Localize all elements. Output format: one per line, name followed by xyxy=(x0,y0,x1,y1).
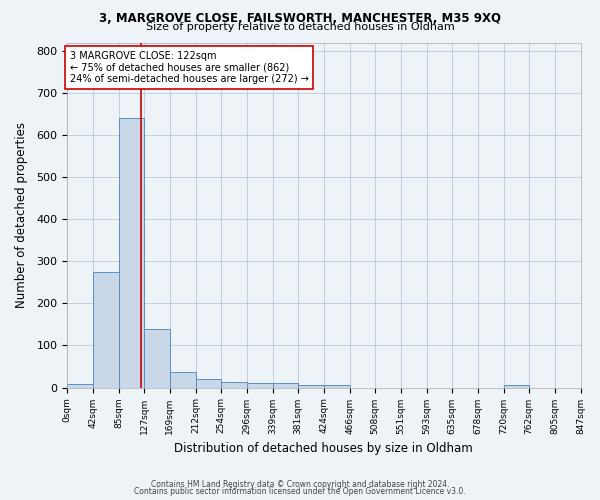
Bar xyxy=(144,328,170,388)
Bar xyxy=(92,272,119,388)
Bar xyxy=(196,379,221,388)
X-axis label: Distribution of detached houses by size in Oldham: Distribution of detached houses by size … xyxy=(175,442,473,455)
Text: Size of property relative to detached houses in Oldham: Size of property relative to detached ho… xyxy=(146,22,454,32)
Text: Contains public sector information licensed under the Open Government Licence v3: Contains public sector information licen… xyxy=(134,487,466,496)
Text: 3 MARGROVE CLOSE: 122sqm
← 75% of detached houses are smaller (862)
24% of semi-: 3 MARGROVE CLOSE: 122sqm ← 75% of detach… xyxy=(70,51,308,84)
Text: Contains HM Land Registry data © Crown copyright and database right 2024.: Contains HM Land Registry data © Crown c… xyxy=(151,480,449,489)
Bar xyxy=(324,385,350,388)
Text: 3, MARGROVE CLOSE, FAILSWORTH, MANCHESTER, M35 9XQ: 3, MARGROVE CLOSE, FAILSWORTH, MANCHESTE… xyxy=(99,12,501,26)
Bar xyxy=(272,384,298,388)
Bar xyxy=(503,385,529,388)
Bar xyxy=(298,385,324,388)
Bar xyxy=(170,372,196,388)
Bar xyxy=(221,382,247,388)
Bar xyxy=(247,383,272,388)
Bar xyxy=(119,118,144,388)
Y-axis label: Number of detached properties: Number of detached properties xyxy=(15,122,28,308)
Bar xyxy=(67,384,92,388)
